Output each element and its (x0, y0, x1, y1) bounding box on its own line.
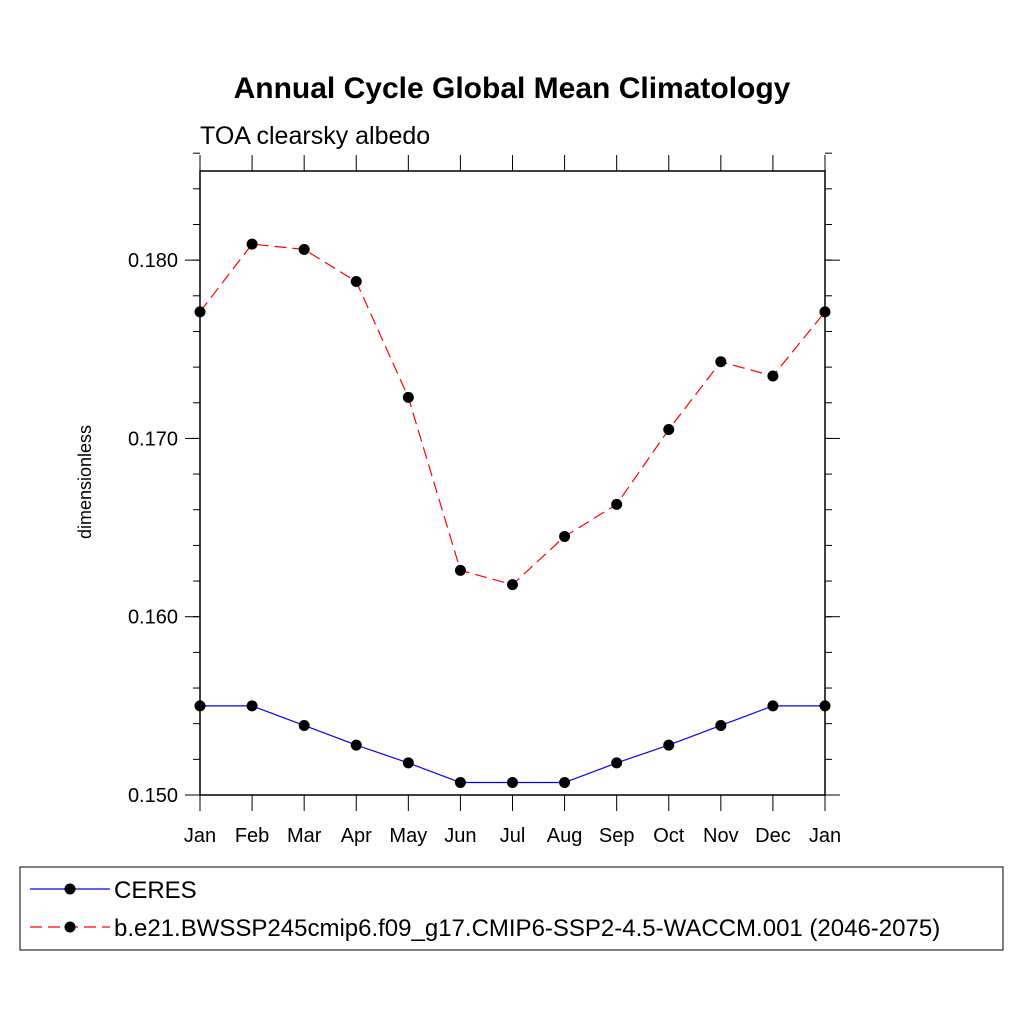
x-tick-label: Sep (599, 825, 635, 847)
series-1-point (507, 579, 518, 591)
y-tick-label: 0.150 (128, 785, 178, 807)
series-0-point (350, 739, 362, 751)
series-1-point (454, 564, 466, 576)
x-tick-label: Jan (809, 825, 841, 847)
legend-box (19, 866, 1004, 951)
x-tick-label: Feb (235, 825, 269, 847)
legend-label-1: b.e21.BWSSP245cmip6.f09_g17.CMIP6-SSP2-4… (114, 915, 940, 942)
x-tick-label: Nov (703, 825, 739, 847)
series-0-point (246, 700, 258, 712)
plot-frame (199, 170, 826, 796)
series-1-point (767, 370, 779, 382)
x-tick-label: Dec (755, 825, 791, 847)
legend: CERES b.e21.BWSSP245cmip6.f09_g17.CMIP6-S… (30, 877, 940, 942)
x-tick-label: Mar (287, 825, 322, 847)
x-tick-label: Jul (500, 825, 526, 847)
series-0-point (298, 719, 310, 731)
series-0-point (767, 700, 779, 712)
series-1-point (715, 356, 727, 368)
chart-subtitle: TOA clearsky albedo (200, 122, 430, 150)
series-1-point (350, 276, 362, 288)
series-1-point (246, 238, 258, 250)
y-tick-label: 0.160 (128, 607, 178, 629)
series-line-1 (199, 243, 826, 586)
series-0-point (715, 719, 727, 731)
legend-marker-0 (64, 883, 76, 895)
series-1-point (663, 424, 675, 436)
series-1-point (611, 498, 623, 510)
series-0-point (507, 777, 518, 789)
x-tick-label: Aug (547, 825, 583, 847)
x-tick-label: Jan (184, 825, 216, 847)
series-line-0 (200, 705, 825, 784)
series-0-point (402, 757, 414, 769)
series-0-point (454, 777, 466, 789)
x-tick-label: Jun (444, 825, 476, 847)
series-0-point (559, 777, 571, 789)
series-0-point (611, 757, 623, 769)
legend-label-0: CERES (114, 877, 197, 904)
legend-marker-1 (64, 921, 76, 933)
x-tick-label: Oct (653, 825, 685, 847)
series-1-point (559, 530, 571, 542)
x-tick-label: Apr (341, 825, 372, 847)
x-tick-label: May (389, 825, 427, 847)
series-1-point (298, 243, 310, 255)
y-tick-label: 0.170 (128, 428, 178, 450)
series-1-point (402, 391, 414, 403)
series-layer (194, 238, 831, 789)
y-tick-label: 0.180 (128, 250, 178, 272)
y-axis-label: dimensionless (75, 425, 95, 539)
chart-title: Annual Cycle Global Mean Climatology (234, 72, 791, 105)
ticks-layer: Jan Feb Mar Apr May Jun Jul Aug Sep Oct Nov Dec Jan 0… (128, 152, 841, 847)
series-0-point (663, 739, 675, 751)
